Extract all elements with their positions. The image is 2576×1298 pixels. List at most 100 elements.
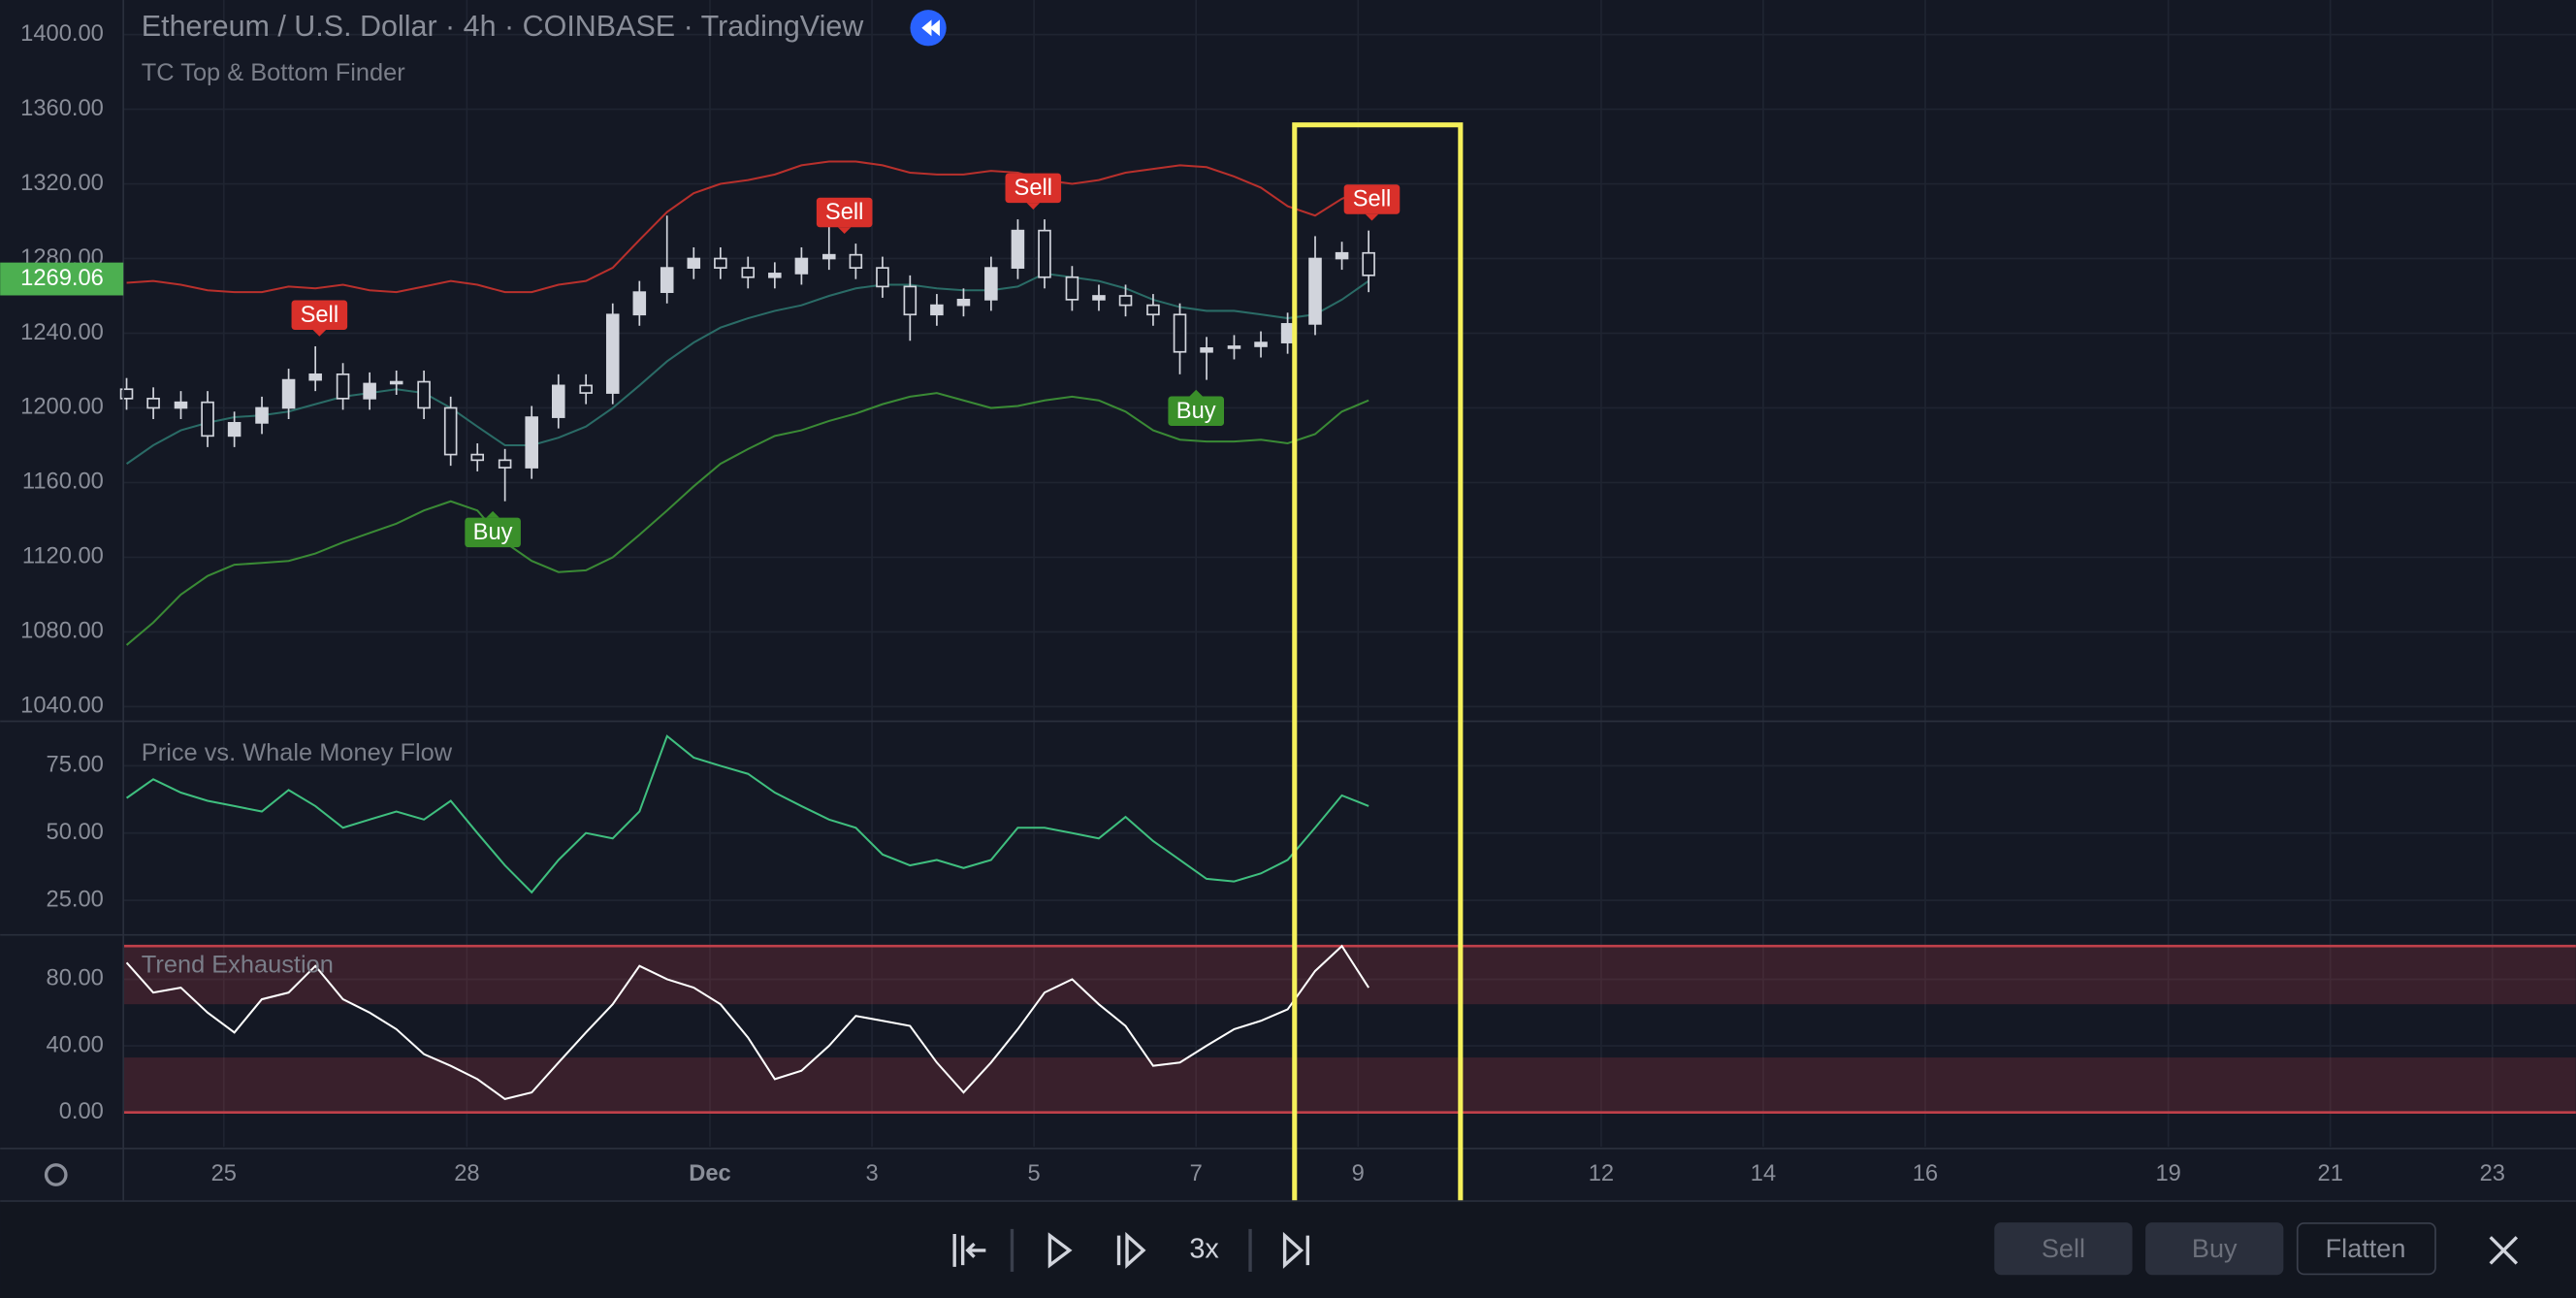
y-tick-label: 1160.00 bbox=[22, 470, 104, 495]
candle-body bbox=[417, 380, 431, 409]
candle-body bbox=[1335, 251, 1349, 260]
sell-button-label[interactable]: Sell bbox=[2042, 1233, 2085, 1263]
candle-body bbox=[525, 416, 538, 469]
x-tick-label: 28 bbox=[454, 1161, 479, 1186]
candle-body bbox=[1280, 323, 1295, 343]
candle-body bbox=[903, 285, 918, 316]
signal-pointer bbox=[1365, 213, 1379, 221]
series-line bbox=[125, 944, 1370, 1100]
indicator-title: TC Top & Bottom Finder bbox=[142, 59, 405, 86]
series-line bbox=[126, 160, 1369, 294]
settings-icon[interactable] bbox=[44, 1163, 68, 1186]
signal-pointer bbox=[486, 510, 499, 518]
candle-body bbox=[794, 257, 809, 275]
exhaustion-zone bbox=[123, 946, 2576, 1005]
plots: Sell Buy Sell Sell Buy Sell bbox=[119, 160, 1401, 1100]
candle-body bbox=[849, 253, 863, 269]
candle-body bbox=[1227, 345, 1241, 349]
candle-body bbox=[632, 291, 647, 316]
candle-body bbox=[1200, 347, 1213, 353]
y-tick-label: 1040.00 bbox=[20, 694, 104, 719]
candle-body bbox=[281, 378, 296, 409]
series-line bbox=[125, 392, 1369, 646]
replay-icon-glyph bbox=[921, 19, 940, 37]
candle-body bbox=[308, 373, 322, 381]
candle-body bbox=[389, 380, 403, 385]
candle-body bbox=[552, 384, 565, 418]
buy-button[interactable] bbox=[2145, 1222, 2284, 1276]
candle-body bbox=[336, 373, 350, 400]
candle-body bbox=[443, 406, 458, 456]
x-tick-label: 16 bbox=[1913, 1161, 1938, 1186]
candle-body bbox=[579, 384, 593, 394]
y-tick-label: 40.00 bbox=[47, 1032, 104, 1057]
flatten-button[interactable] bbox=[2296, 1222, 2436, 1276]
candle-body bbox=[201, 401, 214, 438]
y-tick-label: 1200.00 bbox=[20, 395, 104, 420]
candle-body bbox=[119, 388, 134, 400]
y-tick-label: 1360.00 bbox=[20, 96, 104, 121]
x-tick-label: 21 bbox=[2318, 1161, 2343, 1186]
x-tick-label: 12 bbox=[1589, 1161, 1614, 1186]
y-tick-label: 1080.00 bbox=[20, 619, 104, 644]
signal-label: Sell bbox=[1353, 187, 1392, 212]
candle-body bbox=[1146, 304, 1160, 316]
jump-to-end-button[interactable] bbox=[1282, 1231, 1310, 1269]
y-tick-label: 1120.00 bbox=[22, 544, 104, 569]
signal-label-box bbox=[465, 517, 521, 548]
candle-body bbox=[822, 253, 836, 260]
x-tick-label: 14 bbox=[1751, 1161, 1776, 1186]
y-tick-label: 25.00 bbox=[47, 887, 104, 912]
candle-body bbox=[605, 313, 620, 394]
play-button[interactable] bbox=[1047, 1232, 1073, 1269]
speed-button[interactable]: 3x bbox=[1189, 1233, 1219, 1264]
signal-pointer bbox=[1026, 203, 1041, 210]
candle-body bbox=[768, 273, 782, 278]
flatten-button-label[interactable]: Flatten bbox=[2326, 1233, 2406, 1263]
signal-label-box bbox=[1005, 173, 1062, 204]
candle-body bbox=[470, 453, 485, 462]
signal-label-box bbox=[291, 300, 348, 331]
buy-button-label[interactable]: Buy bbox=[2192, 1233, 2238, 1263]
exhaustion-zone bbox=[123, 1057, 2576, 1113]
x-tick-label: 5 bbox=[1028, 1161, 1041, 1186]
candle-body bbox=[1254, 341, 1268, 347]
candle-body bbox=[714, 257, 727, 269]
signal-label-box bbox=[1343, 184, 1401, 214]
last-price-tag bbox=[0, 262, 124, 296]
signal-label: Sell bbox=[1014, 176, 1053, 201]
x-tick-label: 9 bbox=[1352, 1161, 1365, 1186]
x-tick-label: 7 bbox=[1190, 1161, 1203, 1186]
candle-body bbox=[498, 459, 512, 469]
y-tick-label: 1320.00 bbox=[20, 171, 104, 196]
step-forward-button[interactable] bbox=[1116, 1231, 1146, 1269]
candle-body bbox=[1065, 276, 1079, 301]
signal-pointer bbox=[312, 330, 327, 337]
candle-body bbox=[1118, 295, 1133, 307]
candle-body bbox=[930, 304, 944, 316]
grid bbox=[123, 0, 2576, 1148]
x-tick-label: 23 bbox=[2480, 1161, 2505, 1186]
pane-title: Trend Exhaustion bbox=[142, 952, 334, 979]
y-tick-label: 50.00 bbox=[47, 820, 104, 845]
candle-body bbox=[1011, 229, 1025, 269]
sell-button[interactable] bbox=[1994, 1222, 2133, 1276]
candle-body bbox=[741, 267, 756, 278]
candle-body bbox=[984, 267, 998, 301]
signal-pointer bbox=[837, 227, 852, 234]
y-tick-label: 80.00 bbox=[47, 966, 104, 991]
candle-body bbox=[1362, 251, 1375, 276]
y-tick-label: 75.00 bbox=[47, 753, 104, 778]
x-tick-label: 25 bbox=[211, 1161, 237, 1186]
candle-body bbox=[1173, 313, 1187, 353]
close-button[interactable] bbox=[2489, 1236, 2519, 1265]
candle-body bbox=[956, 299, 971, 307]
last-price-label: 1269.06 bbox=[20, 266, 104, 291]
candle-body bbox=[255, 406, 269, 424]
candle-body bbox=[1092, 295, 1106, 301]
signal-label: Sell bbox=[301, 303, 339, 328]
series-line bbox=[125, 734, 1369, 894]
jump-back-button[interactable] bbox=[952, 1233, 986, 1267]
